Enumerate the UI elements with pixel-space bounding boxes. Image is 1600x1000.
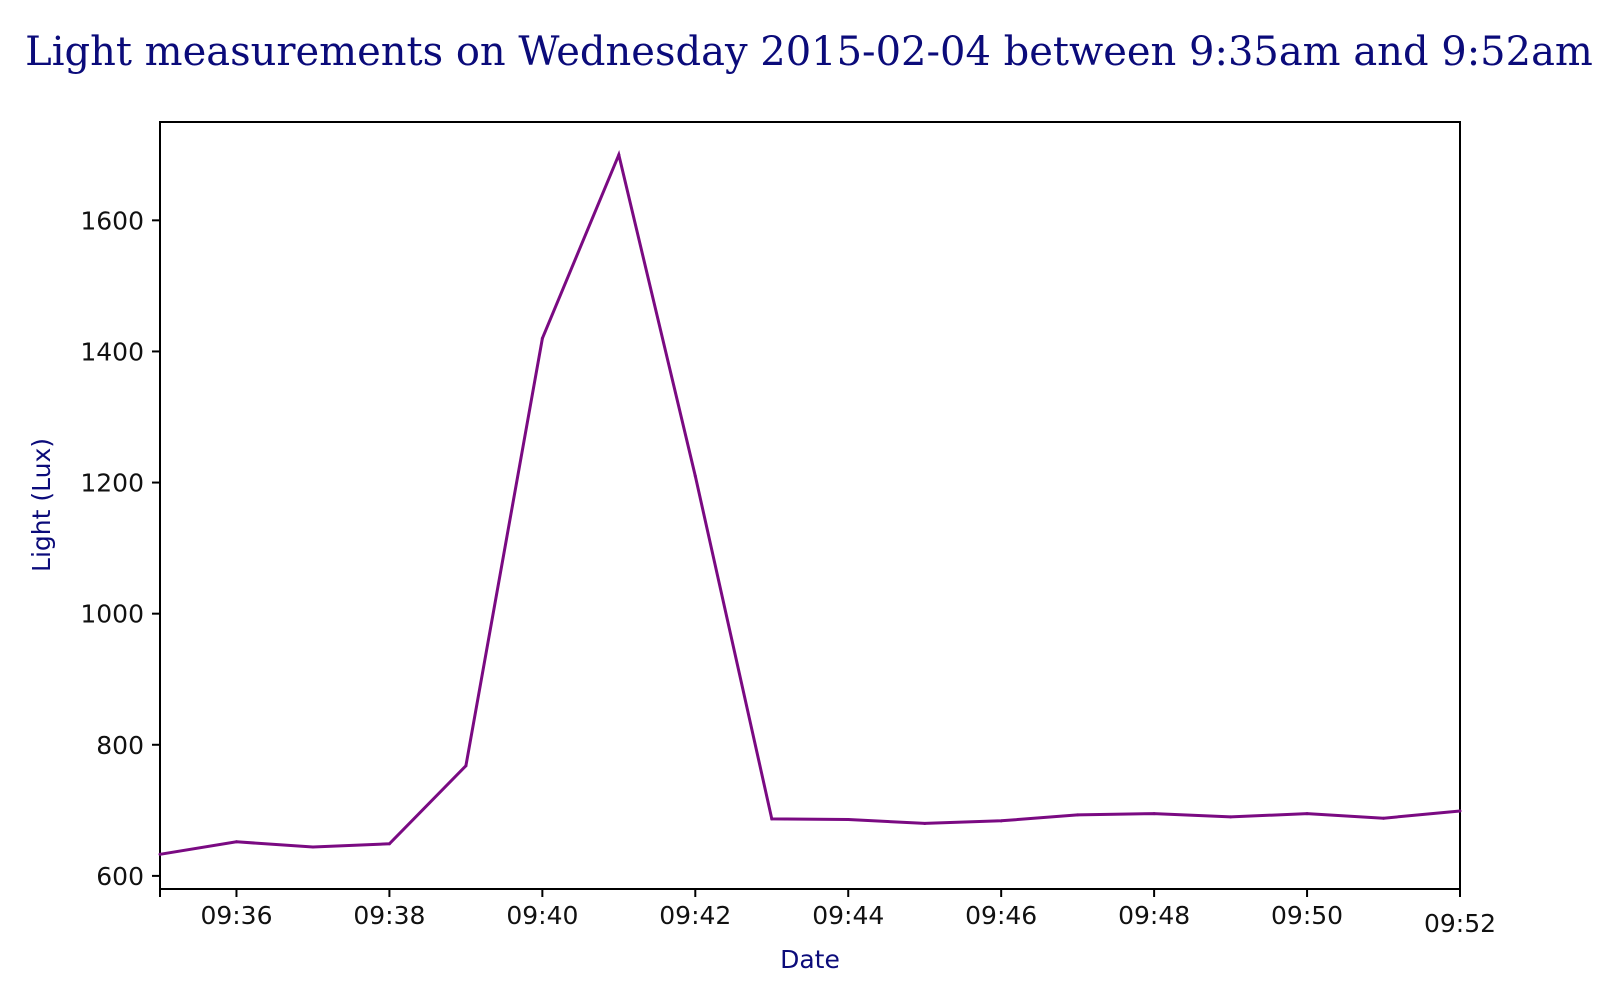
data-point <box>1152 812 1156 816</box>
data-point <box>1229 815 1233 819</box>
data-point <box>1382 816 1386 820</box>
x-tick-label: 09:44 <box>812 901 884 930</box>
y-tick-label: 1600 <box>80 206 144 235</box>
data-point <box>464 764 468 768</box>
data-point <box>1305 812 1309 816</box>
data-point <box>617 153 621 157</box>
data-point <box>999 819 1003 823</box>
series-layer <box>158 149 1462 856</box>
data-point <box>311 845 315 849</box>
data-point <box>923 821 927 825</box>
series-line <box>159 149 1461 856</box>
y-tick-label: 1400 <box>80 337 144 366</box>
x-tick-label: 09:42 <box>659 901 731 930</box>
x-tick-label: 09:36 <box>200 901 272 930</box>
y-axis-ticks: 600 800 1000 1200 1400 1600 <box>80 206 160 891</box>
y-tick-label: 1000 <box>80 600 144 629</box>
y-tick-label: 800 <box>96 731 144 760</box>
data-point <box>387 842 391 846</box>
x-tick-label: 09:50 <box>1271 901 1343 930</box>
x-tick-label: 09:46 <box>965 901 1037 930</box>
x-tick-label: 09:48 <box>1118 901 1190 930</box>
data-point <box>693 474 697 478</box>
x-tick-label: 09:40 <box>506 901 578 930</box>
data-point <box>770 817 774 821</box>
data-point <box>1076 813 1080 817</box>
data-point <box>158 852 162 856</box>
chart-title: Light measurements on Wednesday 2015-02-… <box>25 29 1593 75</box>
x-axis-ticks: 09:36 09:38 09:40 09:42 09:44 09:46 09:48 09:50… <box>159 889 1496 938</box>
y-tick-label: 600 <box>96 862 144 891</box>
data-point <box>234 840 238 844</box>
plot-area-frame <box>159 121 1461 890</box>
data-point <box>540 336 544 340</box>
y-tick-label: 1200 <box>80 469 144 498</box>
data-point <box>846 818 850 822</box>
data-point <box>1458 809 1462 813</box>
y-axis-label: Light (Lux) <box>27 438 56 572</box>
x-tick-label: 09:38 <box>353 901 425 930</box>
x-tick-label: 09:52 <box>1424 909 1496 938</box>
x-axis-label: Date <box>780 945 840 974</box>
